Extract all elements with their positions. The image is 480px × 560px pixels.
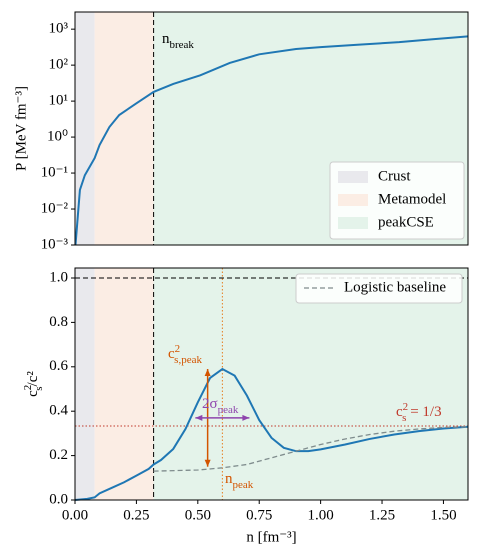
label-part: break [170,39,195,51]
y-tick-label: 10⁰ [47,129,68,145]
x-tick-label: 1.00 [308,507,334,523]
label-part: 2 [403,401,409,413]
legend-label: Crust [378,168,411,184]
region [94,12,154,245]
series-line [74,35,469,246]
legend-label: Logistic baseline [344,279,446,295]
label-part: peak [218,404,239,416]
annotation: npeak [225,471,254,490]
annotation: 2σpeak [202,396,239,415]
label-part: n [162,31,170,47]
label-part: c [25,390,41,397]
axes-frame [74,11,469,246]
y-tick-label: 0.8 [49,314,68,330]
x-tick-label: 0.75 [246,507,272,523]
x-tick-label: 1.25 [369,507,395,523]
label-part: s [402,412,406,424]
label-part: 2 [175,343,181,355]
legend-label: peakCSE [378,214,434,230]
label-part: 2σ [202,396,218,412]
legend-label: Metamodel [378,191,446,207]
label-part: s [33,386,45,390]
series-line [153,426,469,472]
y-tick-label: 0.0 [49,491,68,507]
annotation: c2 s,peak [168,343,202,366]
label-part: peak [233,479,254,491]
label-part: n [225,471,233,487]
legend-box [295,273,463,304]
y-tick-label: 1.0 [49,269,68,285]
x-tick-label: 0.00 [62,507,88,523]
arrow-head [242,414,250,421]
arrow-head [204,369,211,377]
y-tick-label: 10⁻³ [41,236,69,252]
region [94,268,154,500]
series-line [74,367,469,501]
y-tick-label: 10¹ [49,93,69,109]
axes-frame [74,267,469,501]
region [75,268,95,500]
annotation: nbreak [162,31,194,50]
label-part: c [168,346,175,362]
y-tick-label: 0.6 [49,358,68,374]
annotation: c2 s = 1/3 [396,401,442,424]
y-tick-label: 0.4 [49,403,68,419]
y-tick-label: 10² [49,57,69,73]
y-tick-label: 10⁻² [41,200,69,216]
label-part: 2 [22,385,34,391]
region [75,12,95,245]
y-axis-label: c2s/c² [22,371,45,397]
legend-swatch [338,217,368,229]
label-part: /c² [25,371,41,387]
label-part: = 1/3 [406,404,441,420]
x-axis-label: n [fm⁻³] [246,529,296,545]
legend-swatch [338,171,368,183]
y-tick-label: 10³ [49,21,69,37]
label-part: c [396,404,403,420]
y-tick-label: 0.2 [49,447,68,463]
arrow-head [195,414,203,421]
x-tick-label: 0.25 [123,507,149,523]
label-part: s,peak [174,354,202,366]
y-axis-label: P [MeV fm⁻³] [13,86,29,171]
y-tick-label: 10⁻¹ [41,164,68,180]
legend-swatch [338,194,368,206]
x-tick-label: 0.50 [185,507,211,523]
arrow-head [204,459,211,467]
x-tick-label: 1.50 [430,507,456,523]
